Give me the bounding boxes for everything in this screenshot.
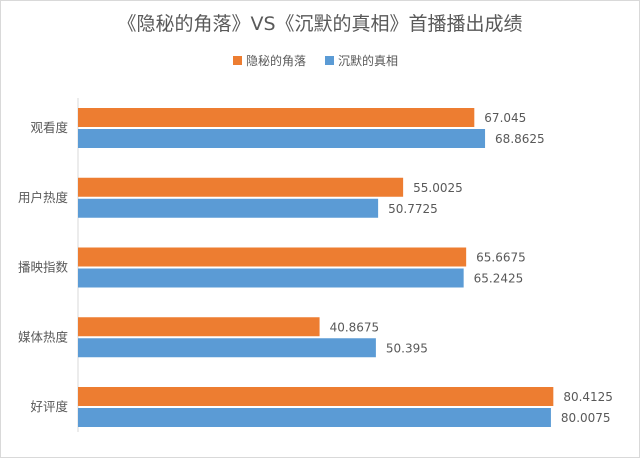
bar-series-1: [78, 247, 467, 267]
bar-series-2: [78, 408, 551, 427]
bar-series-2: [78, 129, 486, 148]
bar-series-2: [78, 268, 464, 288]
legend-label-series-2: 沉默的真相: [338, 53, 398, 68]
data-label-series-2: 68.8625: [495, 132, 545, 146]
data-label-series-1: 40.8675: [330, 320, 380, 334]
data-label-series-2: 50.395: [386, 341, 428, 355]
legend-swatch-series-1: [233, 56, 242, 65]
bar-series-2: [78, 338, 376, 358]
legend-label-series-1: 隐秘的角落: [246, 53, 306, 68]
category-label: 用户热度: [18, 190, 69, 205]
bar-series-1: [78, 387, 554, 406]
legend-swatch-series-2: [325, 56, 334, 65]
category-label: 观看度: [30, 120, 68, 135]
bars: [78, 108, 554, 427]
bar-series-1: [78, 317, 320, 337]
bar-series-2: [78, 198, 379, 218]
bar-series-1: [78, 108, 475, 127]
chart-title: 《隐秘的角落》VS《沉默的真相》首播播出成绩: [117, 13, 522, 35]
category-label: 播映指数: [18, 260, 69, 275]
data-label-series-1: 55.0025: [413, 181, 463, 195]
legend: 隐秘的角落 沉默的真相: [233, 53, 398, 68]
value-labels: 67.045 68.8625 55.0025 50.7725 65.6675 65.242…: [330, 111, 613, 425]
data-label-series-2: 50.7725: [388, 202, 438, 216]
data-label-series-2: 80.0075: [561, 411, 611, 425]
category-label: 好评度: [30, 399, 68, 414]
data-label-series-2: 65.2425: [474, 272, 524, 286]
bar-series-1: [78, 177, 404, 197]
data-label-series-1: 80.4125: [563, 390, 613, 404]
category-label: 媒体热度: [18, 329, 69, 344]
data-label-series-1: 67.045: [484, 111, 526, 125]
data-label-series-1: 65.6675: [476, 251, 526, 265]
